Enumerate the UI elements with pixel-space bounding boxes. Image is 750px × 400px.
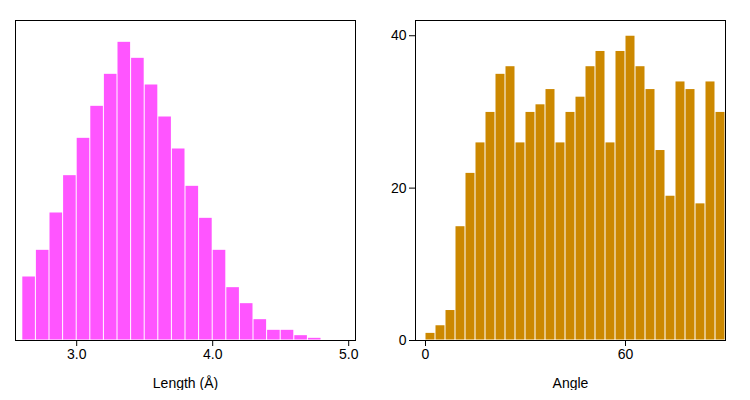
svg-text:3.0: 3.0 (67, 346, 87, 362)
svg-text:40: 40 (391, 27, 407, 43)
svg-text:0: 0 (422, 346, 430, 362)
svg-text:4.0: 4.0 (203, 346, 223, 362)
svg-text:20: 20 (391, 180, 407, 196)
svg-text:0: 0 (399, 332, 407, 348)
svg-text:Length (Å): Length (Å) (153, 375, 218, 391)
svg-text:5.0: 5.0 (339, 346, 359, 362)
svg-text:Angle: Angle (553, 375, 589, 391)
svg-text:60: 60 (618, 346, 634, 362)
